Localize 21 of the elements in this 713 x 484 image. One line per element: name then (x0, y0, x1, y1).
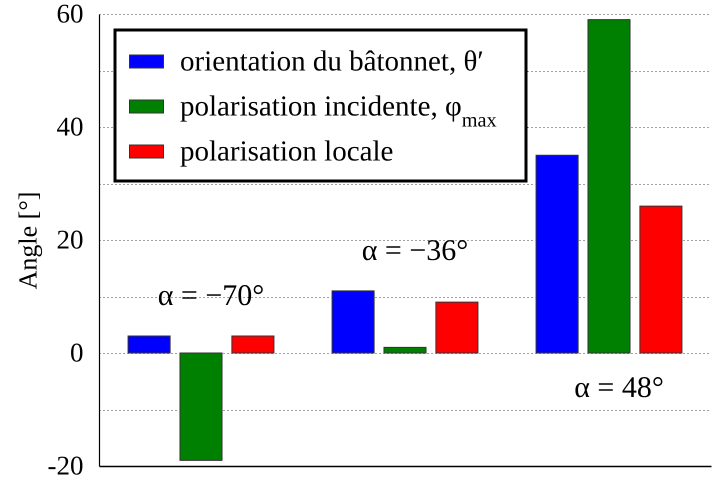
bar (587, 19, 631, 354)
legend-label: polarisation incidente, φ$_{max}$ (180, 90, 497, 132)
bar (536, 154, 579, 354)
bar (435, 302, 478, 354)
y-tick-label: 0 (70, 338, 84, 368)
y-tick-label: 40 (56, 112, 84, 142)
y-tick-label: 20 (56, 224, 84, 254)
bar (179, 352, 223, 461)
annotation: α = −70° (158, 279, 264, 312)
legend-label: orientation du bâtonnet, θ′ (180, 46, 484, 78)
bar (128, 336, 171, 354)
legend-label: polarisation locale (180, 136, 394, 168)
bar (383, 346, 427, 354)
annotation: α = −36° (362, 234, 468, 267)
bar (332, 290, 375, 354)
annotation: α = 48° (574, 371, 664, 404)
bar (639, 206, 682, 354)
y-tick-label: 60 (56, 0, 84, 28)
y-tick-label: -20 (48, 450, 84, 480)
y-axis-title: Angle [°] (14, 192, 43, 290)
bar (231, 336, 274, 354)
